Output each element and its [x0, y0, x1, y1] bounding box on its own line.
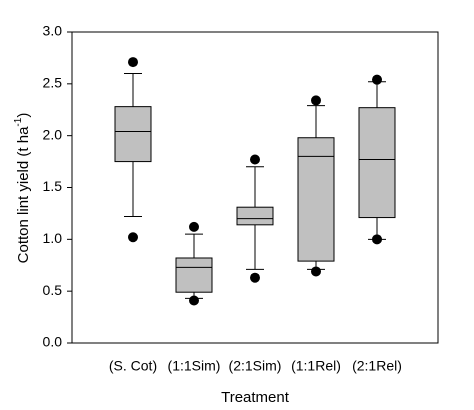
- box: [358, 107, 396, 219]
- outlier: [189, 295, 199, 306]
- y-label-main: Cotton lint yield (t ha: [15, 126, 32, 263]
- box: [236, 206, 274, 226]
- outlier: [189, 221, 199, 232]
- outlier: [250, 154, 260, 165]
- x-tick-label: (1:1Rel): [291, 358, 341, 374]
- y-tick-label: 2.0: [43, 126, 63, 142]
- x-tick-label: (S. Cot): [109, 358, 157, 374]
- x-tick-label: (2:1Rel): [352, 358, 402, 374]
- x-axis-label: Treatment: [221, 389, 290, 406]
- y-tick-label: 2.5: [43, 75, 63, 91]
- y-tick-label: 1.5: [43, 178, 63, 194]
- box: [297, 137, 335, 262]
- y-tick-label: 0.5: [43, 282, 63, 298]
- box: [114, 106, 152, 163]
- outlier: [372, 234, 382, 245]
- y-tick-label: 0.0: [43, 334, 63, 350]
- y-label-end: ): [15, 113, 32, 118]
- outlier: [372, 74, 382, 85]
- outlier: [128, 57, 138, 68]
- y-axis-label: Cotton lint yield (t ha-1): [13, 113, 32, 264]
- y-tick-label: 3.0: [43, 23, 63, 39]
- x-tick-label: (2:1Sim): [229, 358, 282, 374]
- y-tick-label: 1.0: [43, 230, 63, 246]
- outlier: [311, 95, 321, 106]
- y-label-sup: -1: [13, 117, 24, 126]
- x-tick-label: (1:1Sim): [168, 358, 221, 374]
- outlier: [311, 266, 321, 277]
- outlier: [128, 232, 138, 243]
- box: [175, 257, 213, 293]
- outlier: [250, 272, 260, 283]
